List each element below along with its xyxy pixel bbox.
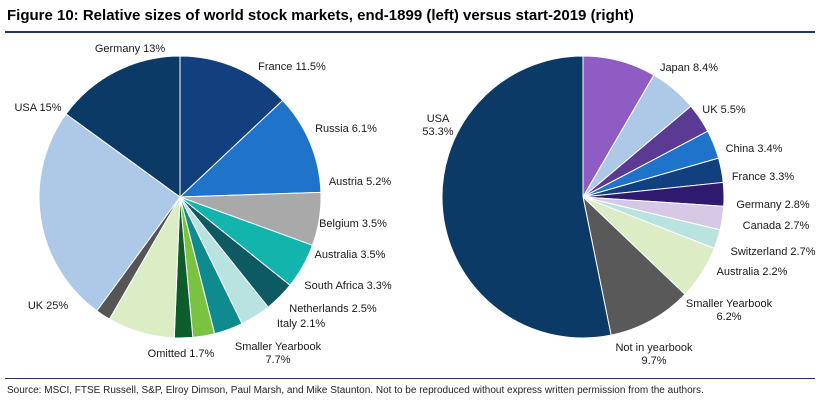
pie-slice-not-in-yearbook [582, 195, 686, 336]
slice-label-usa: USA 53.3% [422, 113, 453, 138]
slice-label-germany-2-8: Germany 2.8% [736, 199, 810, 211]
slice-label-omitted-1-7: Omitted 1.7% [148, 348, 215, 360]
slice-label-france-3-3: France 3.3% [732, 171, 795, 183]
slice-label-australia-3-5: Australia 3.5% [315, 249, 386, 261]
pie-chart-2019: Japan 8.4% UK 5.5% China 3.4% France 3.3% Ge… [422, 55, 816, 367]
slice-label-belgium-3-5: Belgium 3.5% [319, 218, 387, 230]
slice-label-australia-2-2: Australia 2.2% [717, 266, 788, 278]
slice-label-uk-25: UK 25% [28, 300, 69, 312]
source-note: Source: MSCI, FTSE Russell, S&P, Elroy D… [7, 385, 704, 396]
slice-label-france-11-5: France 11.5% [258, 61, 326, 73]
pie-slice-france-11-5 [178, 99, 322, 198]
slice-label-austria-5-2: Austria 5.2% [329, 176, 392, 188]
pie-chart-1899: Germany 13% France 11.5% Russia 6.1% Austri… [14, 43, 391, 366]
title-rule [5, 31, 815, 33]
slice-label-canada-2-7: Canada 2.7% [743, 220, 810, 232]
source-rule [5, 378, 815, 379]
slice-label-uk-5-5: UK 5.5% [702, 104, 746, 116]
slice-label-italy-2-1: Italy 2.1% [277, 318, 326, 330]
figure-title: Figure 10: Relative sizes of world stock… [7, 7, 634, 24]
slice-label-not-in-yearbook: Not in yearbook 9.7% [615, 342, 693, 367]
slice-label-germany-13: Germany 13% [95, 43, 166, 55]
slice-label-usa-15: USA 15% [14, 102, 61, 114]
slice-label-russia-6-1: Russia 6.1% [315, 123, 377, 135]
slice-label-japan-8-4: Japan 8.4% [660, 62, 718, 74]
slice-label-south-africa-3-3: South Africa 3.3% [304, 280, 392, 292]
pie-slice-uk-25 [38, 113, 181, 312]
slice-label-smaller-yearbook: Smaller Yearbook 7.7% [235, 341, 322, 366]
slice-label-switzerland-2-7: Switzerland 2.7% [731, 246, 816, 258]
slice-label-smaller-yearbook: Smaller Yearbook 6.2% [686, 298, 773, 323]
pie-slice-usa-15 [65, 55, 181, 198]
slice-label-netherlands-2-5: Netherlands 2.5% [289, 303, 377, 315]
slice-label-china-3-4: China 3.4% [726, 143, 783, 155]
pie-slice-germany-13 [179, 55, 284, 199]
pie-slice-usa [441, 55, 612, 339]
